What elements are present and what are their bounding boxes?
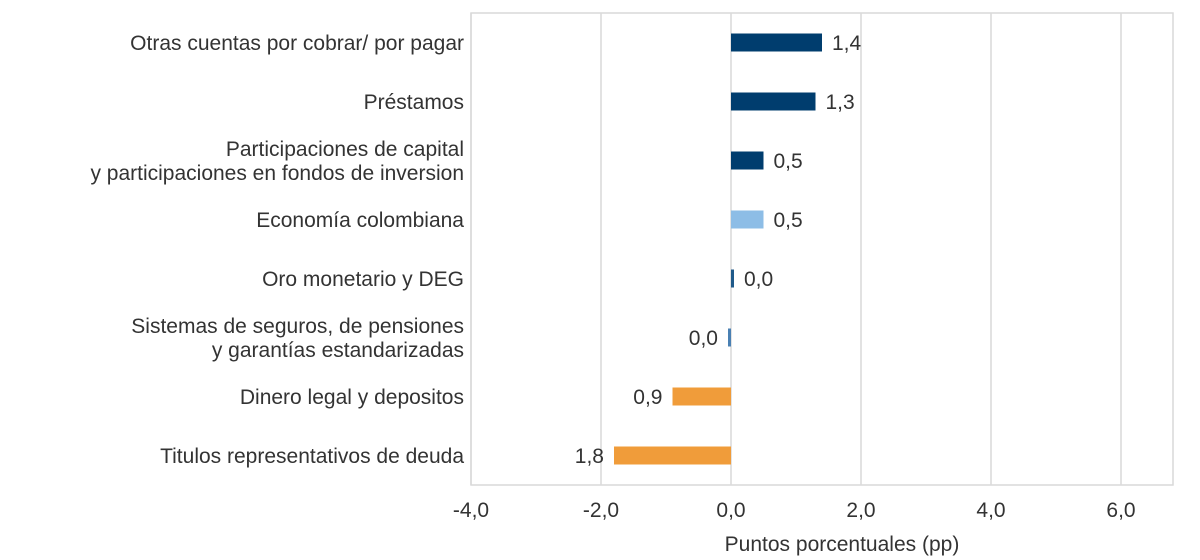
category-label: y participaciones en fondos de inversion bbox=[90, 162, 464, 185]
bar bbox=[731, 33, 822, 52]
category-label: Otras cuentas por cobrar/ por pagar bbox=[130, 32, 464, 55]
data-label: 0,0 bbox=[689, 327, 718, 350]
bar bbox=[728, 328, 731, 347]
x-tick-label: 4,0 bbox=[976, 499, 1005, 522]
x-tick-label: 0,0 bbox=[716, 499, 745, 522]
category-label: Titulos representativos de deuda bbox=[160, 445, 464, 468]
data-label: 1,3 bbox=[826, 91, 855, 114]
category-label: y garantías estandarizadas bbox=[212, 339, 464, 362]
category-label: Dinero legal y depositos bbox=[240, 386, 464, 409]
data-label: 0,5 bbox=[774, 150, 803, 173]
data-label: 1,4 bbox=[832, 32, 862, 55]
bars bbox=[614, 33, 822, 465]
data-label: 0,9 bbox=[633, 386, 662, 409]
x-tick-label: 6,0 bbox=[1106, 499, 1135, 522]
category-label: Oro monetario y DEG bbox=[262, 268, 464, 291]
x-axis-title: Puntos porcentuales (pp) bbox=[725, 533, 960, 556]
data-label: 0,0 bbox=[744, 268, 773, 291]
bar bbox=[731, 269, 734, 288]
plot-frame bbox=[470, 12, 1174, 486]
category-label: Sistemas de seguros, de pensiones bbox=[131, 315, 464, 338]
bar bbox=[731, 92, 816, 111]
x-tick-label: -4,0 bbox=[453, 499, 489, 522]
category-labels: Otras cuentas por cobrar/ por pagar Prést… bbox=[90, 32, 464, 468]
category-label: Economía colombiana bbox=[256, 209, 464, 232]
category-label: Préstamos bbox=[364, 91, 464, 114]
data-label: 1,8 bbox=[575, 445, 604, 468]
bar bbox=[614, 446, 731, 465]
data-label: 0,5 bbox=[774, 209, 803, 232]
x-tick-labels: -4,0 -2,0 0,0 2,0 4,0 6,0 bbox=[453, 499, 1136, 522]
bar bbox=[731, 151, 764, 170]
data-labels: 1,4 1,3 0,5 0,5 0,0 0,0 0,9 1,8 bbox=[575, 32, 862, 468]
category-label: Participaciones de capital bbox=[226, 138, 464, 161]
bar bbox=[731, 210, 764, 229]
x-tick-label: -2,0 bbox=[583, 499, 619, 522]
bar bbox=[672, 387, 731, 406]
gridlines bbox=[470, 12, 1174, 486]
x-tick-label: 2,0 bbox=[846, 499, 875, 522]
